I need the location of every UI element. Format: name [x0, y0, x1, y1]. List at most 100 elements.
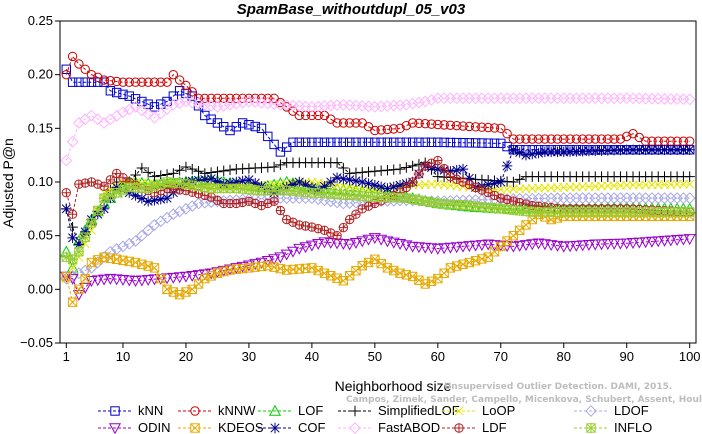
data-point [231, 183, 242, 194]
data-point [489, 202, 500, 214]
data-point [199, 182, 211, 193]
data-point [312, 239, 325, 250]
data-point [546, 134, 556, 144]
data-point [362, 234, 375, 246]
data-point [401, 193, 412, 203]
data-point [590, 145, 601, 157]
legend-marker [585, 405, 597, 417]
data-point [432, 198, 444, 209]
data-point [357, 190, 368, 202]
data-point [200, 182, 210, 193]
data-point [256, 93, 267, 103]
series-INFLO [61, 176, 695, 265]
data-point [161, 273, 174, 285]
legend-label: LDOF [614, 403, 649, 418]
data-point [482, 179, 494, 190]
data-point [627, 206, 639, 218]
data-point [401, 162, 412, 173]
data-point [382, 192, 393, 203]
data-point [269, 139, 279, 150]
data-point [281, 185, 292, 196]
data-point [369, 166, 381, 177]
data-point [218, 165, 229, 177]
data-point [326, 137, 336, 147]
data-point [300, 179, 311, 191]
series-line [65, 55, 690, 142]
data-point [343, 239, 356, 251]
data-point [577, 146, 588, 157]
data-point [332, 118, 342, 128]
x-tick-label: 60 [431, 349, 445, 364]
data-point [193, 93, 204, 103]
data-point [431, 243, 444, 255]
data-point [305, 100, 318, 113]
data-point [458, 121, 468, 131]
data-point [186, 200, 199, 213]
data-point [571, 146, 582, 157]
data-point [683, 192, 696, 205]
data-point [269, 93, 279, 103]
data-point [571, 206, 582, 218]
data-point [286, 246, 300, 258]
data-point [301, 221, 310, 231]
data-point [387, 194, 400, 207]
data-point [236, 96, 249, 109]
data-point [376, 259, 386, 269]
data-point [130, 169, 141, 181]
plot-area [60, 51, 696, 307]
data-point [463, 241, 476, 253]
data-point [363, 257, 374, 268]
data-point [545, 240, 558, 252]
data-point [268, 161, 280, 173]
data-point [414, 137, 424, 147]
data-point [482, 202, 494, 213]
data-point [658, 235, 671, 247]
data-point [350, 190, 362, 201]
data-point [187, 87, 197, 97]
data-point [551, 240, 564, 252]
data-point [274, 252, 287, 264]
data-point [414, 275, 424, 285]
data-point [601, 239, 614, 251]
data-point [445, 137, 456, 148]
x-tick-label: 90 [619, 349, 633, 364]
data-point [67, 254, 78, 264]
data-point [331, 172, 343, 183]
data-point [464, 200, 475, 211]
data-point [174, 86, 185, 96]
data-point [173, 97, 186, 110]
legend-marker [454, 406, 464, 416]
data-point [143, 77, 153, 87]
data-point [237, 184, 248, 194]
data-point [230, 263, 243, 275]
series-KDEOS [61, 209, 695, 307]
data-point [123, 103, 136, 116]
data-point [193, 279, 204, 289]
data-point [456, 241, 470, 253]
data-point [483, 138, 493, 148]
data-point [464, 200, 475, 211]
data-point [281, 102, 292, 112]
data-point [219, 93, 229, 103]
data-point [413, 195, 425, 206]
data-point [482, 239, 495, 251]
legend-label: INFLO [614, 420, 652, 434]
data-point [425, 93, 438, 106]
data-point [653, 144, 664, 155]
data-point [615, 144, 626, 156]
data-point [521, 134, 531, 144]
data-point [312, 100, 325, 113]
data-point [155, 178, 166, 190]
legend-label: kNNW [218, 403, 256, 418]
data-point [231, 93, 242, 103]
data-point [339, 223, 348, 232]
data-point [93, 72, 103, 83]
data-point [98, 203, 110, 215]
data-point [425, 243, 438, 255]
data-point [130, 190, 141, 201]
legend-item: INFLO [574, 420, 652, 434]
data-point [168, 177, 179, 188]
data-point [508, 134, 519, 144]
data-point [73, 246, 85, 257]
data-point [74, 59, 84, 69]
